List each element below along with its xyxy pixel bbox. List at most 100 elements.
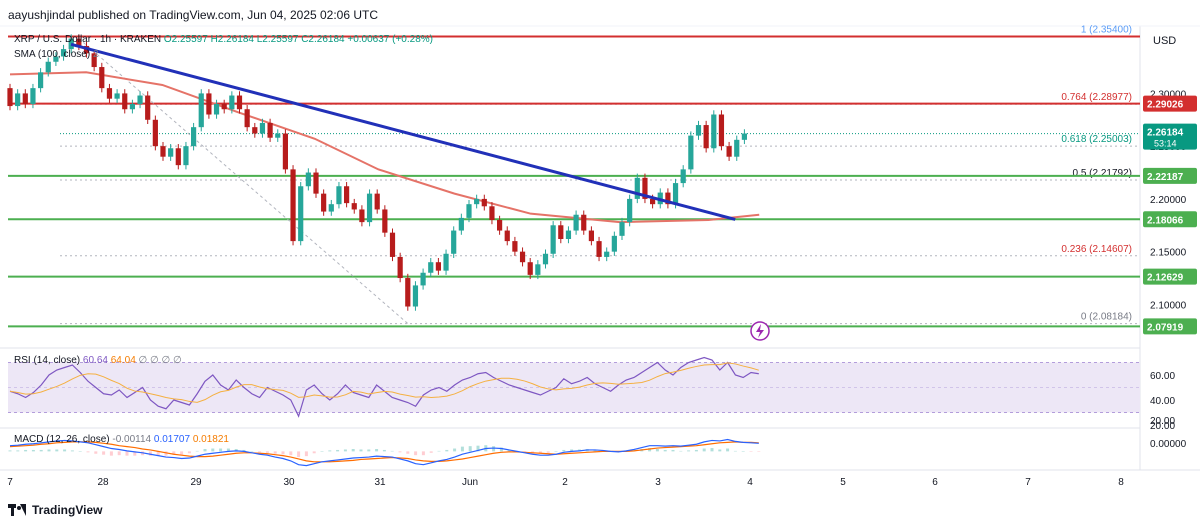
candle-body (160, 146, 166, 157)
rsi-label: RSI (14, close) (14, 355, 81, 366)
macd-histogram-bar (562, 449, 566, 452)
macd-histogram-bar (421, 451, 425, 456)
level-price-tag (1143, 167, 1197, 184)
candle-body (527, 262, 533, 275)
tradingview-footer[interactable]: TradingView (8, 503, 102, 517)
fib-anchor-line (78, 38, 409, 324)
macd-histogram-value: -0.00114 (112, 434, 152, 445)
macd-histogram-bar (289, 451, 293, 456)
candle-body (336, 186, 342, 205)
level-price-tag-label: 2.12629 (1147, 273, 1184, 284)
candle-body (15, 93, 21, 107)
candle-body (290, 169, 296, 242)
symbol-name[interactable]: XRP / U.S. Dollar · 1h · KRAKEN (14, 34, 162, 45)
rsi-legend[interactable]: RSI (14, close) 60.64 64.04 ∅ ∅ ∅ ∅ (14, 355, 182, 366)
fib-level-label: 0.618 (2.25003) (1061, 134, 1132, 145)
macd-histogram-bar (554, 451, 558, 452)
macd-histogram-bar (476, 445, 480, 452)
candle-body (38, 72, 44, 89)
candle-body (588, 230, 594, 242)
level-price-tag (1143, 95, 1197, 112)
candle-body (458, 217, 464, 231)
time-axis-tick: 28 (97, 477, 109, 488)
candle-body (229, 95, 235, 110)
candle-body (145, 95, 151, 120)
macd-histogram-bar (31, 449, 35, 452)
macd-histogram-bar (453, 448, 457, 452)
candle-body (321, 193, 327, 212)
macd-histogram-bar (671, 449, 675, 452)
candle-body (489, 206, 495, 221)
sma-label: SMA (100, close) (14, 49, 91, 60)
candle-body (405, 278, 411, 307)
candle-body (213, 103, 220, 115)
sma-100-line (9, 71, 760, 224)
macd-histogram-bar (749, 451, 753, 452)
candle-body (206, 93, 212, 115)
candle-body (344, 186, 350, 204)
candle-body (611, 235, 617, 252)
macd-histogram-bar (16, 450, 20, 452)
time-axis-tick: 6 (932, 477, 938, 488)
macd-histogram-bar (148, 451, 152, 456)
macd-legend[interactable]: MACD (12, 26, close) -0.00114 0.01707 0.… (14, 434, 229, 445)
candle-body (573, 214, 579, 231)
time-axis-tick: Jun (462, 477, 478, 488)
lightning-marker-icon (750, 321, 770, 341)
time-axis-tick: 4 (747, 477, 753, 488)
macd-histogram-bar (702, 448, 706, 452)
candle-body (642, 177, 648, 199)
macd-histogram-bar (156, 451, 160, 456)
macd-histogram-bar (63, 449, 67, 452)
candle-body (122, 93, 128, 110)
sma-legend[interactable]: SMA (100, close) 2 (14, 49, 99, 60)
candle-body (114, 93, 120, 99)
candle-body (650, 198, 656, 205)
time-axis-tick: 2 (562, 477, 568, 488)
candle-body (565, 230, 572, 239)
macd-histogram-bar (234, 449, 238, 452)
macd-histogram-bar (710, 448, 714, 452)
macd-histogram-bar (531, 451, 535, 453)
macd-signal-line (9, 441, 759, 463)
macd-histogram-bar (219, 448, 223, 452)
level-price-tag-label: 2.22187 (1147, 172, 1184, 183)
macd-histogram-bar (125, 451, 129, 456)
fib-level-label: 1 (2.35400) (1081, 24, 1132, 35)
macd-histogram-bar (78, 451, 82, 452)
candle-body (542, 253, 549, 265)
candle-body (76, 38, 82, 46)
candle-body (366, 193, 373, 223)
bearish-trendline (70, 42, 736, 221)
macd-histogram-bar (102, 451, 106, 455)
macd-histogram-bar (390, 450, 394, 452)
candle-body (137, 95, 143, 104)
macd-histogram-bar (546, 451, 550, 453)
time-axis-tick: 31 (374, 477, 386, 488)
macd-histogram-bar (70, 450, 74, 452)
candle-body (275, 133, 281, 138)
candle-body (550, 225, 556, 254)
candle-body (328, 204, 334, 212)
candle-body (282, 133, 288, 170)
macd-histogram-bar (47, 449, 51, 452)
macd-histogram-bar (343, 449, 347, 452)
candle-body (734, 139, 740, 157)
candle-body (412, 285, 419, 307)
candle-body (619, 222, 625, 236)
macd-histogram-bar (406, 451, 410, 454)
candle-body (305, 172, 311, 187)
fib-level-label: 0.5 (2.21792) (1073, 168, 1133, 179)
candle-body (397, 256, 403, 279)
candle-body (129, 103, 135, 110)
macd-histogram-bar (297, 451, 301, 458)
macd-histogram-bar (663, 449, 667, 452)
macd-histogram-bar (367, 449, 371, 452)
candle-body (741, 133, 747, 140)
macd-histogram-bar (718, 449, 722, 452)
candle-body (726, 146, 732, 157)
macd-histogram-bar (24, 449, 28, 452)
macd-histogram-bar (265, 451, 269, 453)
macd-histogram-bar (437, 450, 441, 452)
